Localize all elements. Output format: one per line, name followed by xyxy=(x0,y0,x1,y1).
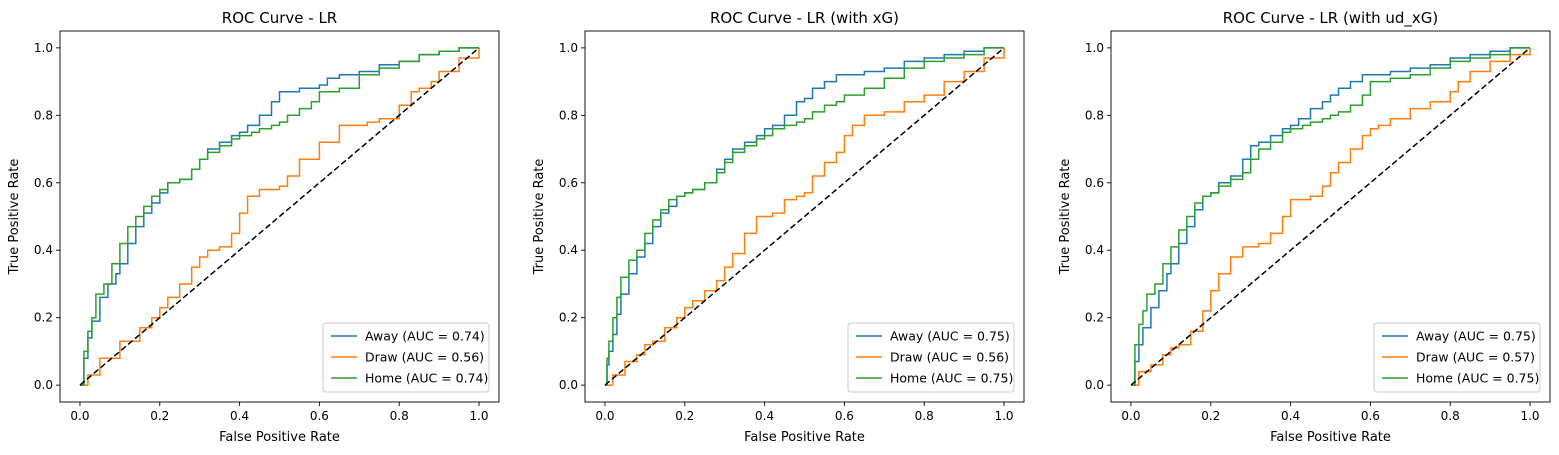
y-tick-label: 1.0 xyxy=(1085,41,1104,55)
x-tick-label: 0.0 xyxy=(70,409,89,423)
y-axis-label: True Positive Rate xyxy=(1058,159,1073,276)
x-tick-label: 0.2 xyxy=(150,409,169,423)
legend-entry: Home (AUC = 0.74) xyxy=(365,371,488,386)
x-axis-label: False Positive Rate xyxy=(219,430,340,445)
y-tick-label: 0.8 xyxy=(1085,108,1104,122)
x-tick-label: 0.8 xyxy=(390,409,409,423)
y-axis-label: True Positive Rate xyxy=(532,159,547,276)
x-tick-label: 1.0 xyxy=(994,409,1013,423)
legend-box xyxy=(1373,322,1541,393)
y-tick-label: 0.6 xyxy=(559,176,578,190)
diagonal-reference-line xyxy=(1130,47,1531,386)
series-line-2 xyxy=(605,47,1005,386)
x-tick-label: 0.6 xyxy=(1361,409,1380,423)
x-tick-label: 1.0 xyxy=(469,409,488,423)
x-tick-label: 1.0 xyxy=(1520,409,1539,423)
y-tick-label: 1.0 xyxy=(559,41,578,55)
series-line-3 xyxy=(605,47,1004,386)
series-line-3 xyxy=(1131,47,1530,386)
chart-title: ROC Curve - LR xyxy=(222,9,337,27)
legend: Away (AUC = 0.75) Draw (AUC = 0.56) Home (… xyxy=(847,322,1015,393)
series-line-2 xyxy=(80,47,480,386)
plot-frame xyxy=(584,30,1025,403)
x-tick-label: 0.2 xyxy=(1201,409,1220,423)
chart-panel-3: ROC Curve - LR (with ud_xG) 0.0 0.2 0.4 0.6 0… xyxy=(1058,9,1551,445)
x-tick-label: 0.6 xyxy=(835,409,854,423)
legend-entry: Draw (AUC = 0.56) xyxy=(365,350,484,365)
y-tick-label: 0.4 xyxy=(34,243,53,257)
y-tick-label: 0.4 xyxy=(559,243,578,257)
chart-title: ROC Curve - LR (with ud_xG) xyxy=(1223,9,1439,28)
y-tick-label: 0.0 xyxy=(1085,378,1104,392)
y-tick-label: 0.8 xyxy=(559,108,578,122)
legend-box xyxy=(847,322,1015,393)
legend: Away (AUC = 0.75) Draw (AUC = 0.57) Home (… xyxy=(1373,322,1541,393)
legend-entry: Draw (AUC = 0.57) xyxy=(1416,350,1535,365)
x-tick-label: 0.8 xyxy=(915,409,934,423)
legend-entry: Away (AUC = 0.75) xyxy=(1416,329,1536,344)
legend-entry: Draw (AUC = 0.56) xyxy=(890,350,1009,365)
x-axis-label: False Positive Rate xyxy=(1270,430,1391,445)
x-tick-label: 0.0 xyxy=(1121,409,1140,423)
x-axis-label: False Positive Rate xyxy=(744,430,865,445)
y-tick-label: 0.0 xyxy=(34,378,53,392)
chart-title: ROC Curve - LR (with xG) xyxy=(710,9,899,27)
legend-entry: Away (AUC = 0.75) xyxy=(890,329,1010,344)
y-tick-label: 0.2 xyxy=(559,311,578,325)
diagonal-reference-line xyxy=(79,47,480,386)
x-tick-label: 0.4 xyxy=(1281,409,1300,423)
y-tick-label: 0.8 xyxy=(34,108,53,122)
diagonal-reference-line xyxy=(604,47,1005,386)
y-tick-label: 0.4 xyxy=(1085,243,1104,257)
y-tick-label: 1.0 xyxy=(34,41,53,55)
legend-entry: Away (AUC = 0.74) xyxy=(365,329,485,344)
legend-entry: Home (AUC = 0.75) xyxy=(1416,371,1539,386)
series-line-2 xyxy=(1131,47,1531,386)
y-tick-label: 0.6 xyxy=(34,176,53,190)
y-tick-label: 0.2 xyxy=(34,311,53,325)
x-tick-label: 0.4 xyxy=(755,409,774,423)
y-axis-label: True Positive Rate xyxy=(7,159,22,276)
chart-panel-2: ROC Curve - LR (with xG) 0.0 0.2 0.4 0.6 0.8 1… xyxy=(532,9,1025,445)
y-tick-label: 0.0 xyxy=(559,378,578,392)
x-tick-label: 0.8 xyxy=(1441,409,1460,423)
legend-entry: Home (AUC = 0.75) xyxy=(890,371,1013,386)
x-tick-label: 0.4 xyxy=(230,409,249,423)
chart-panel-1: ROC Curve - LR 0.0 0.2 0.4 0.6 0.8 1.0 0.0 0.2 0.… xyxy=(7,9,500,445)
x-tick-label: 0.6 xyxy=(310,409,329,423)
x-tick-label: 0.2 xyxy=(675,409,694,423)
plot-frame xyxy=(1110,30,1551,403)
y-tick-label: 0.2 xyxy=(1085,311,1104,325)
legend-box xyxy=(322,322,490,393)
y-tick-label: 0.6 xyxy=(1085,176,1104,190)
legend: Away (AUC = 0.74) Draw (AUC = 0.56) Home (… xyxy=(322,322,490,393)
series-line-3 xyxy=(80,47,479,386)
x-tick-label: 0.0 xyxy=(595,409,614,423)
plot-frame xyxy=(59,30,500,403)
